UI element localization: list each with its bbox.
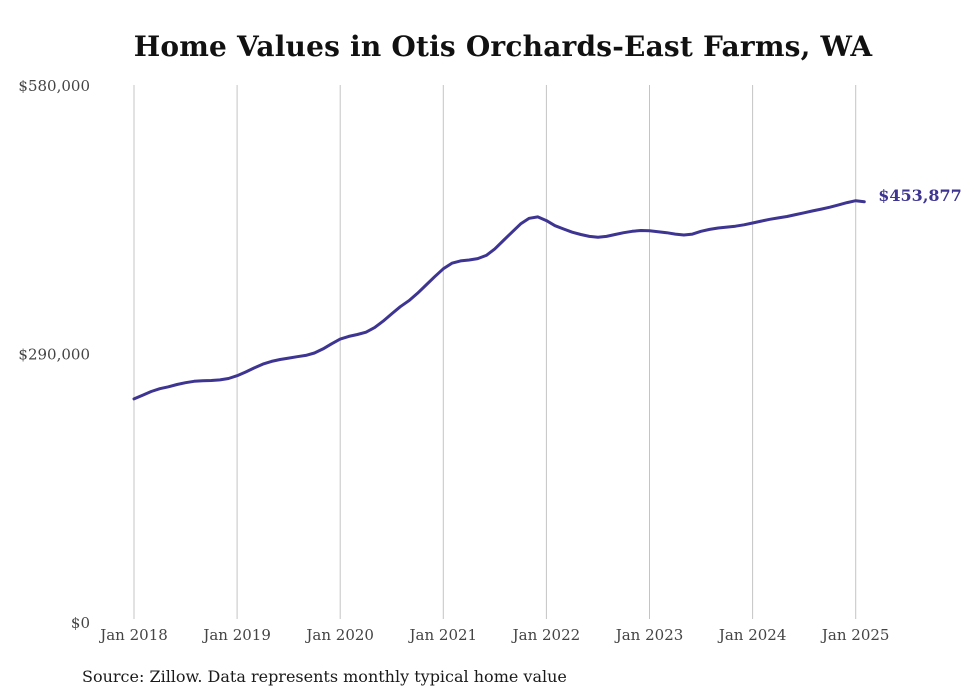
x-tick-label: Jan 2018 [98,626,168,644]
x-tick-label: Jan 2022 [511,626,581,644]
y-tick-label: $290,000 [18,346,90,364]
x-axis-ticks: Jan 2018 Jan 2019 Jan 2020 Jan 2021 Jan 2022… [98,626,889,644]
chart-title: Home Values in Otis Orchards-East Farms,… [133,30,873,63]
x-tick-label: Jan 2021 [408,626,478,644]
x-tick-label: Jan 2023 [614,626,684,644]
series-layer [132,199,866,401]
source-note: Source: Zillow. Data represents monthly … [82,667,567,686]
end-value-label: $453,877 [878,186,962,205]
end-label-layer: $453,877 [878,186,962,205]
x-tick-label: Jan 2019 [201,626,271,644]
y-tick-label: $580,000 [18,77,90,95]
x-tick-label: Jan 2025 [820,626,890,644]
series-line [132,199,866,401]
x-tick-label: Jan 2020 [304,626,374,644]
vertical-grid [133,85,857,619]
y-tick-label: $0 [71,614,90,632]
x-tick-label: Jan 2024 [717,626,787,644]
y-axis-ticks: $0 $290,000 $580,000 [18,77,90,632]
